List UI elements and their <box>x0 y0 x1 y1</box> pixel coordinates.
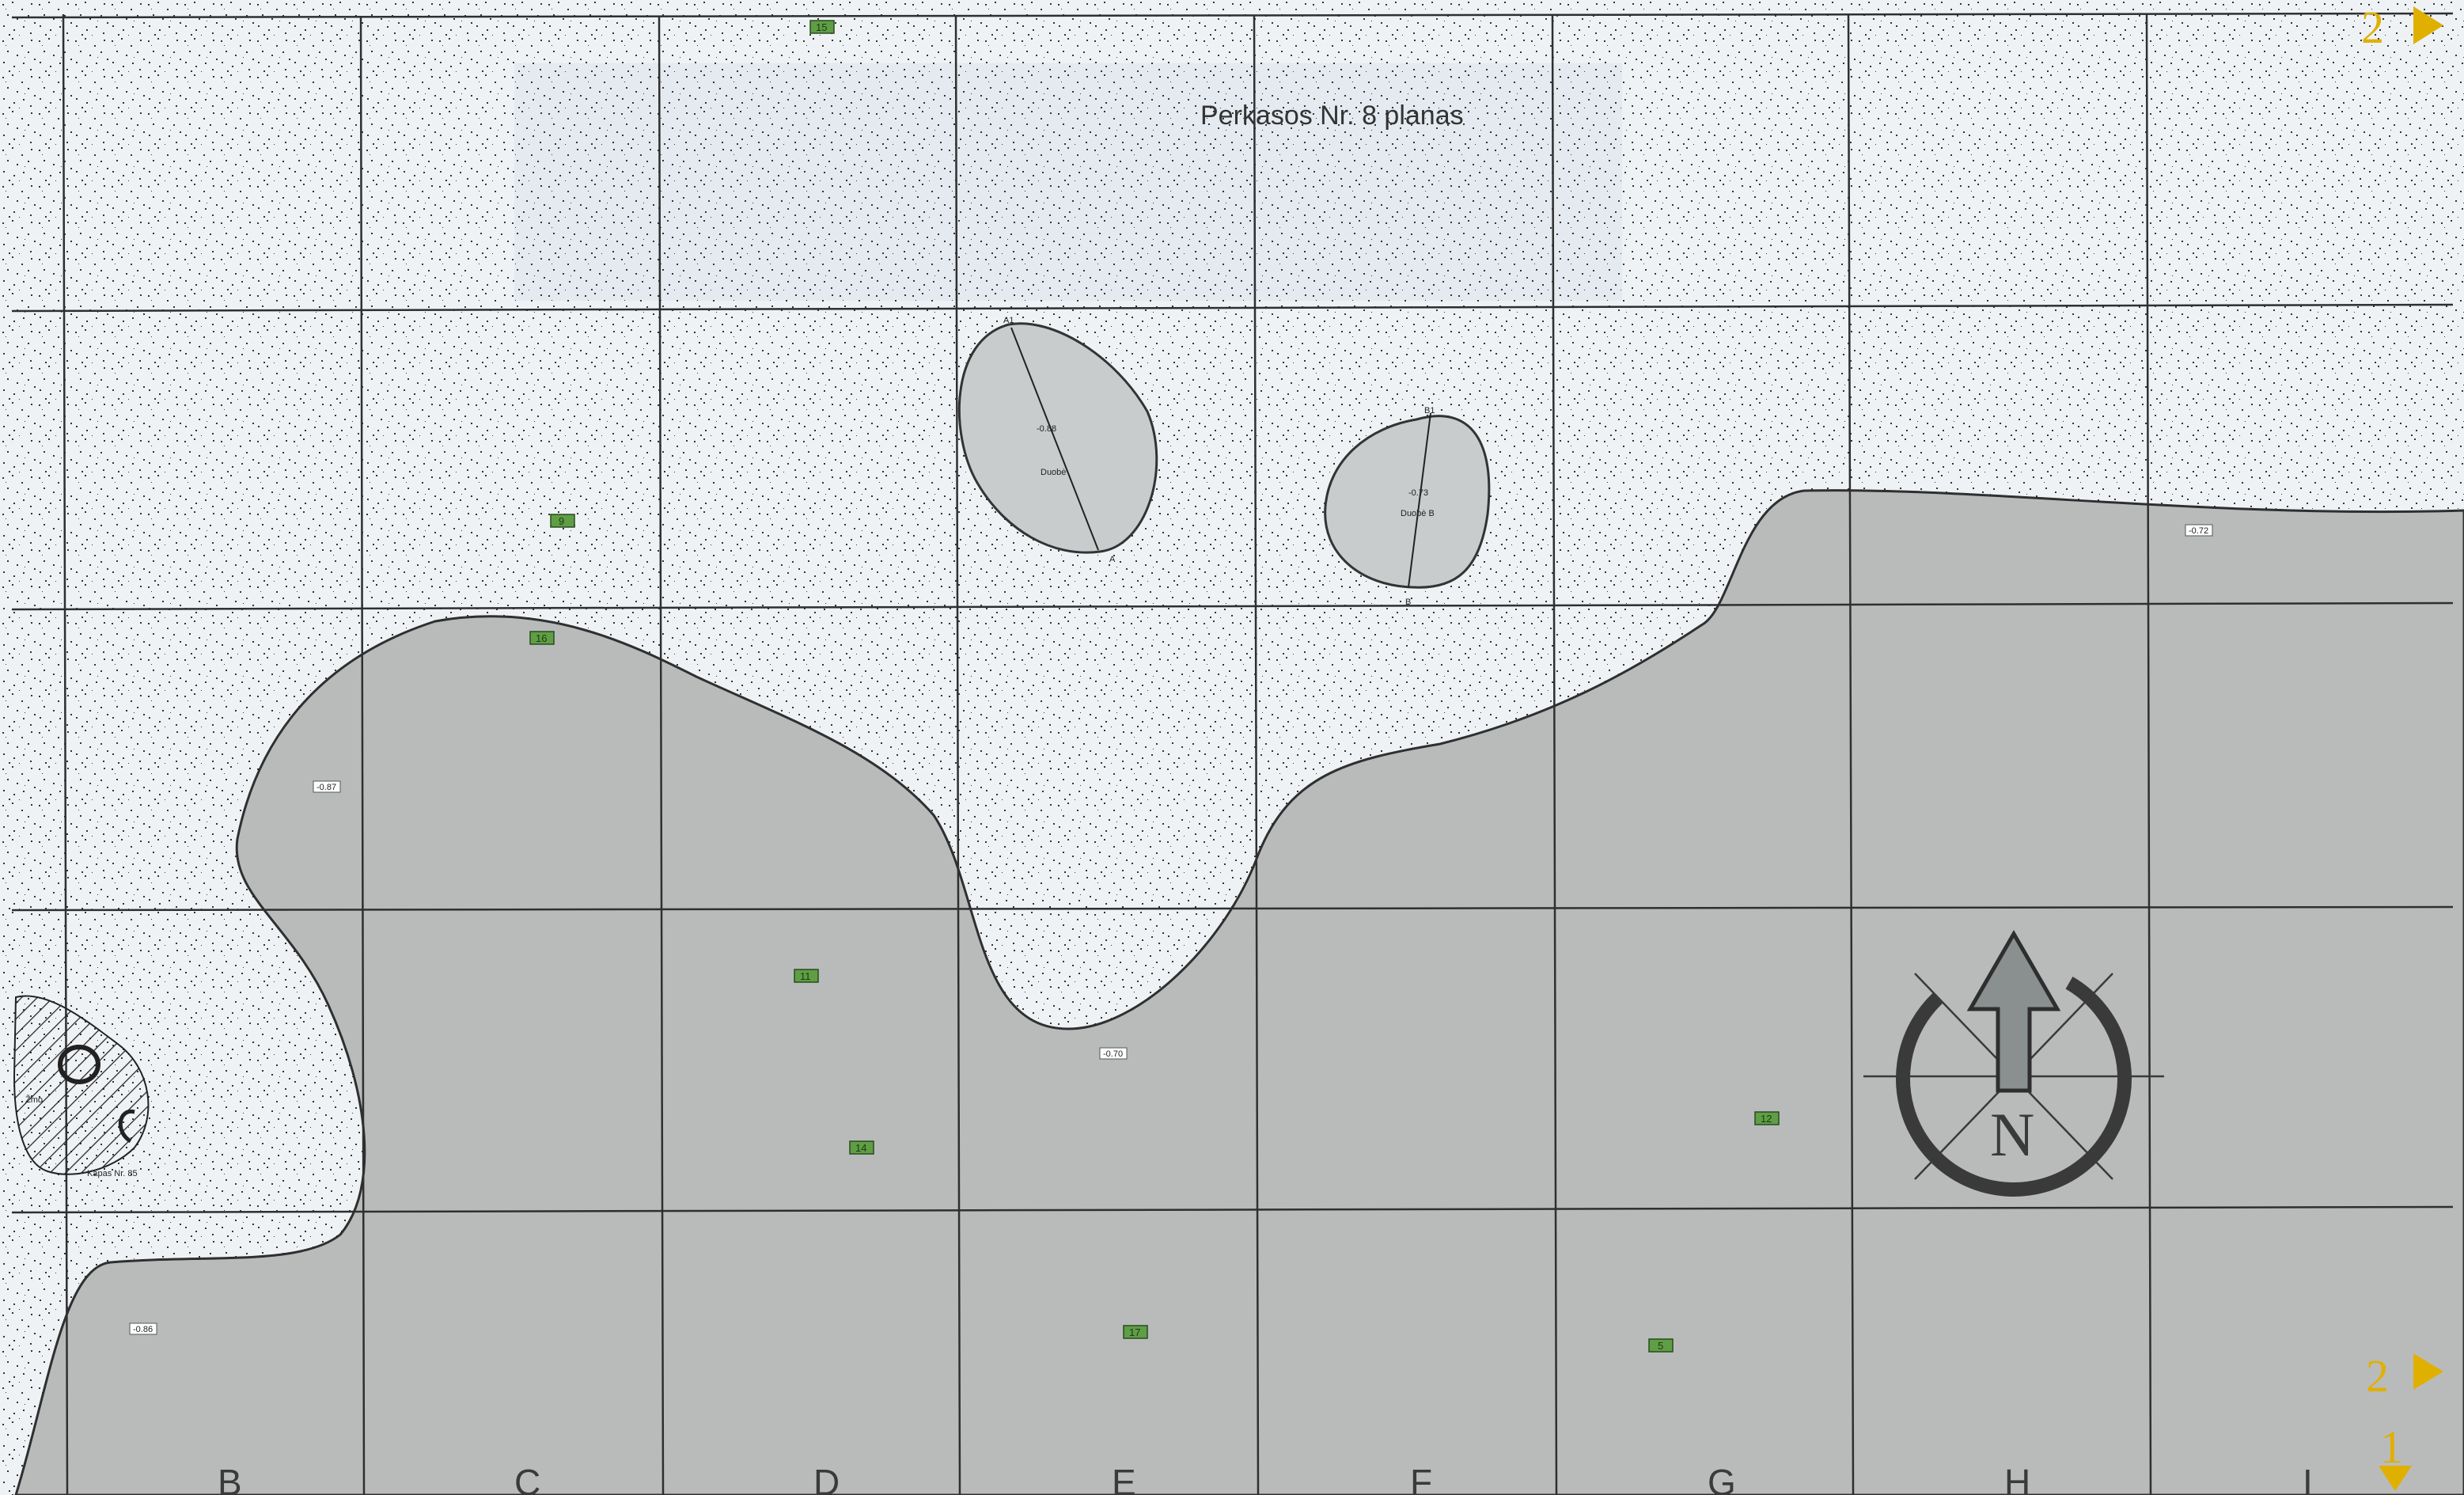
compass-north-letter: N <box>1990 1100 2034 1169</box>
find-marker <box>1123 1325 1148 1339</box>
find-number: 17 <box>1129 1326 1140 1338</box>
column-letter: B <box>218 1462 242 1495</box>
find-number: 9 <box>559 515 564 527</box>
sheet-markers: 2 2 1 <box>2361 2 2443 1491</box>
pit-a-depth: -0.88 <box>1037 424 1056 434</box>
find-number: 12 <box>1761 1113 1772 1125</box>
pit-a-label: Duobė <box>1041 468 1066 477</box>
find-marker <box>1648 1338 1674 1353</box>
column-letter: E <box>1112 1462 1136 1495</box>
elevation-label: -0.70 <box>1103 1049 1123 1059</box>
find-marker <box>809 20 835 34</box>
find-number: 14 <box>855 1142 866 1154</box>
find-marker <box>794 969 819 983</box>
column-letter: H <box>2004 1462 2030 1495</box>
sheet-ref: 2 <box>2361 2 2384 53</box>
sheet-ref: 2 <box>2366 1350 2389 1402</box>
column-letter: I <box>2303 1462 2313 1495</box>
find-marker <box>849 1140 874 1155</box>
column-letter: F <box>1410 1462 1432 1495</box>
grid <box>11 12 2454 1495</box>
pit-a: A1 A -0.88 Duobė <box>957 316 1158 564</box>
pit-a-section-end: A <box>1109 555 1116 564</box>
feature-label: Kapas Nr. 85 <box>87 1169 138 1178</box>
find-marker <box>529 631 555 645</box>
elevation-labels: -0.87 -0.70 -0.72 -0.86 <box>129 524 2213 1335</box>
column-letter: D <box>813 1462 840 1495</box>
elevation-label: -0.72 <box>2189 526 2208 536</box>
find-number: 16 <box>536 632 547 644</box>
plan-title: Perkasos Nr. 8 planas <box>1200 101 1464 131</box>
pit-b: B1 B -0.73 Duobė B <box>1324 406 1491 607</box>
sheet-ref: 1 <box>2380 1421 2403 1473</box>
column-letter: G <box>1708 1462 1736 1495</box>
pit-b-section-start: B1 <box>1424 406 1435 415</box>
find-number: 15 <box>816 21 827 33</box>
pit-b-label: Duobė B <box>1401 509 1435 518</box>
column-letter: C <box>514 1462 540 1495</box>
find-marker <box>550 514 575 528</box>
elevation-label: -0.87 <box>317 783 336 792</box>
column-letters: B C D E F G H I <box>218 1462 2313 1495</box>
feature-side-label: Žmo <box>25 1095 43 1105</box>
find-markers: 15 9 16 11 14 12 17 5 <box>529 20 1780 1353</box>
north-compass: N <box>1863 930 2164 1197</box>
pit-b-section-end: B <box>1405 598 1411 607</box>
find-marker <box>1754 1111 1780 1125</box>
find-number: 11 <box>800 970 811 982</box>
pit-b-depth: -0.73 <box>1408 488 1428 498</box>
find-number: 5 <box>1658 1340 1663 1352</box>
elevation-label: -0.86 <box>133 1325 153 1334</box>
hatched-feature: Žmo Kapas Nr. 85 <box>13 995 150 1178</box>
pit-a-section-start: A1 <box>1003 316 1014 325</box>
